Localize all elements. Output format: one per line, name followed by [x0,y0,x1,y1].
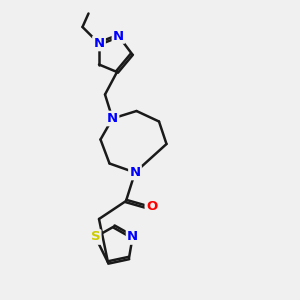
Text: N: N [93,37,105,50]
Text: N: N [107,112,118,125]
Text: S: S [91,230,100,244]
Text: N: N [113,29,124,43]
Text: N: N [129,166,141,179]
Text: N: N [127,230,138,244]
Text: O: O [146,200,157,214]
